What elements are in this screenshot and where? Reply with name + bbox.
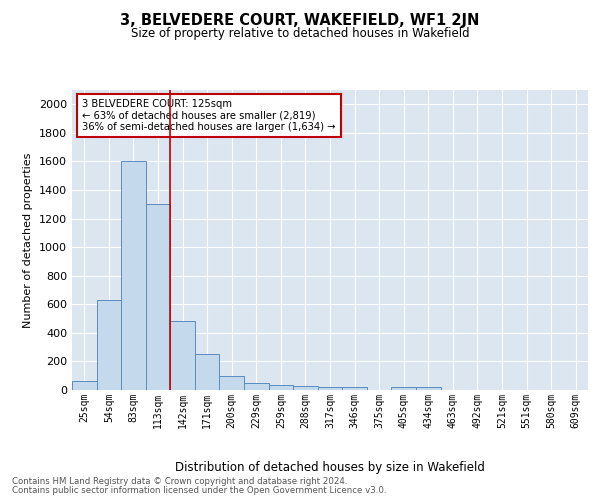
Text: 3, BELVEDERE COURT, WAKEFIELD, WF1 2JN: 3, BELVEDERE COURT, WAKEFIELD, WF1 2JN [121, 12, 479, 28]
Bar [146, 204, 170, 390]
Text: Contains public sector information licensed under the Open Government Licence v3: Contains public sector information licen… [12, 486, 386, 495]
Bar [220, 376, 244, 390]
Bar [293, 386, 318, 390]
Bar [170, 322, 195, 390]
Bar [97, 300, 121, 390]
Text: Contains HM Land Registry data © Crown copyright and database right 2024.: Contains HM Land Registry data © Crown c… [12, 477, 347, 486]
Bar [121, 162, 146, 390]
Text: Distribution of detached houses by size in Wakefield: Distribution of detached houses by size … [175, 461, 485, 474]
Text: 3 BELVEDERE COURT: 125sqm
← 63% of detached houses are smaller (2,819)
36% of se: 3 BELVEDERE COURT: 125sqm ← 63% of detac… [82, 99, 336, 132]
Y-axis label: Number of detached properties: Number of detached properties [23, 152, 34, 328]
Bar [416, 387, 440, 390]
Bar [72, 382, 97, 390]
Text: Size of property relative to detached houses in Wakefield: Size of property relative to detached ho… [131, 28, 469, 40]
Bar [244, 383, 269, 390]
Bar [342, 388, 367, 390]
Bar [269, 385, 293, 390]
Bar [195, 354, 220, 390]
Bar [391, 388, 416, 390]
Bar [318, 387, 342, 390]
